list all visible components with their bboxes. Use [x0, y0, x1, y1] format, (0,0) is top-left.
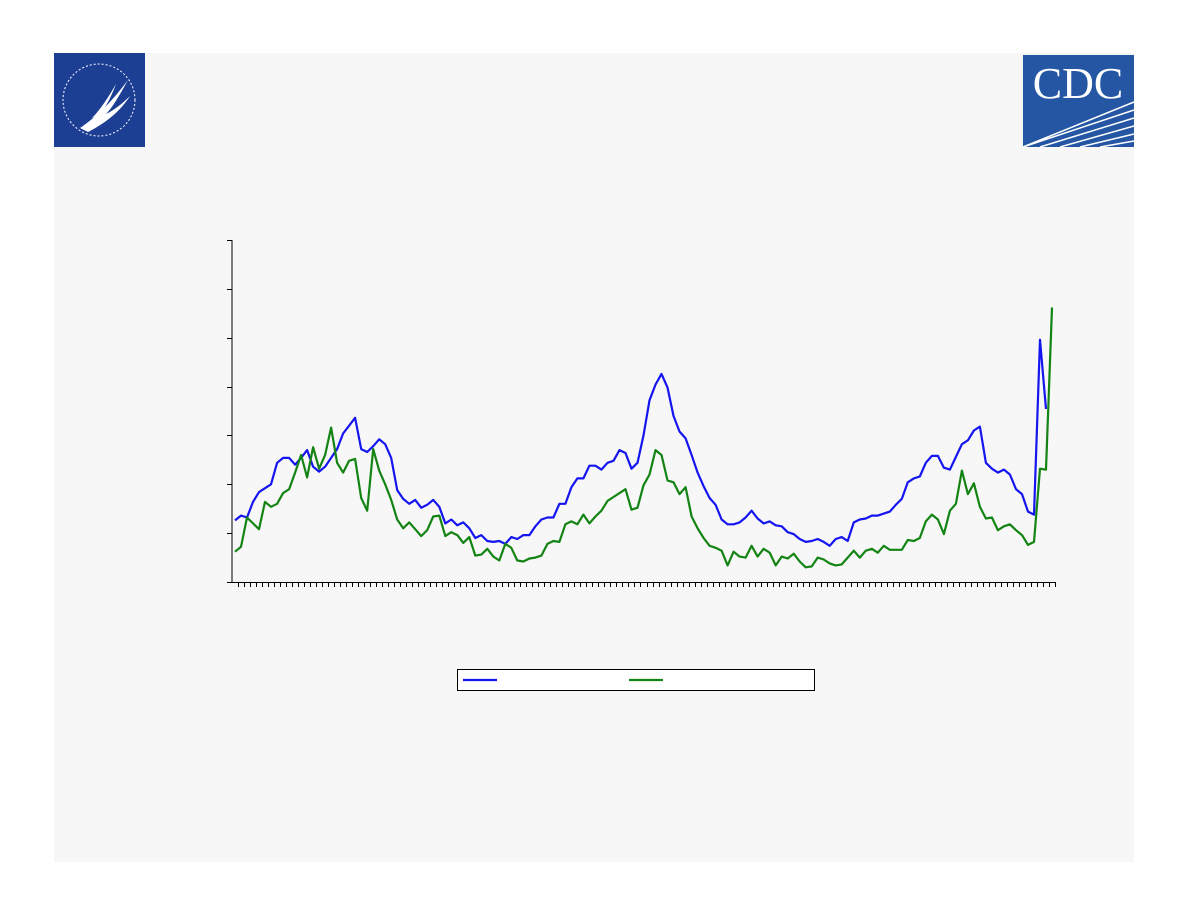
- slide: [54, 53, 1134, 862]
- hhs-logo-bg: [54, 53, 145, 147]
- hhs-logo: [54, 53, 145, 147]
- cdc-logo-rays: [1022, 101, 1135, 148]
- cdc-logo: CDC: [1022, 55, 1135, 148]
- line: [234, 338, 1048, 547]
- line: [234, 307, 1054, 569]
- cdc-logo-text: CDC: [1033, 59, 1123, 108]
- hhs-logo-eagle: [80, 80, 130, 132]
- hhs-logo-ring: [62, 63, 136, 137]
